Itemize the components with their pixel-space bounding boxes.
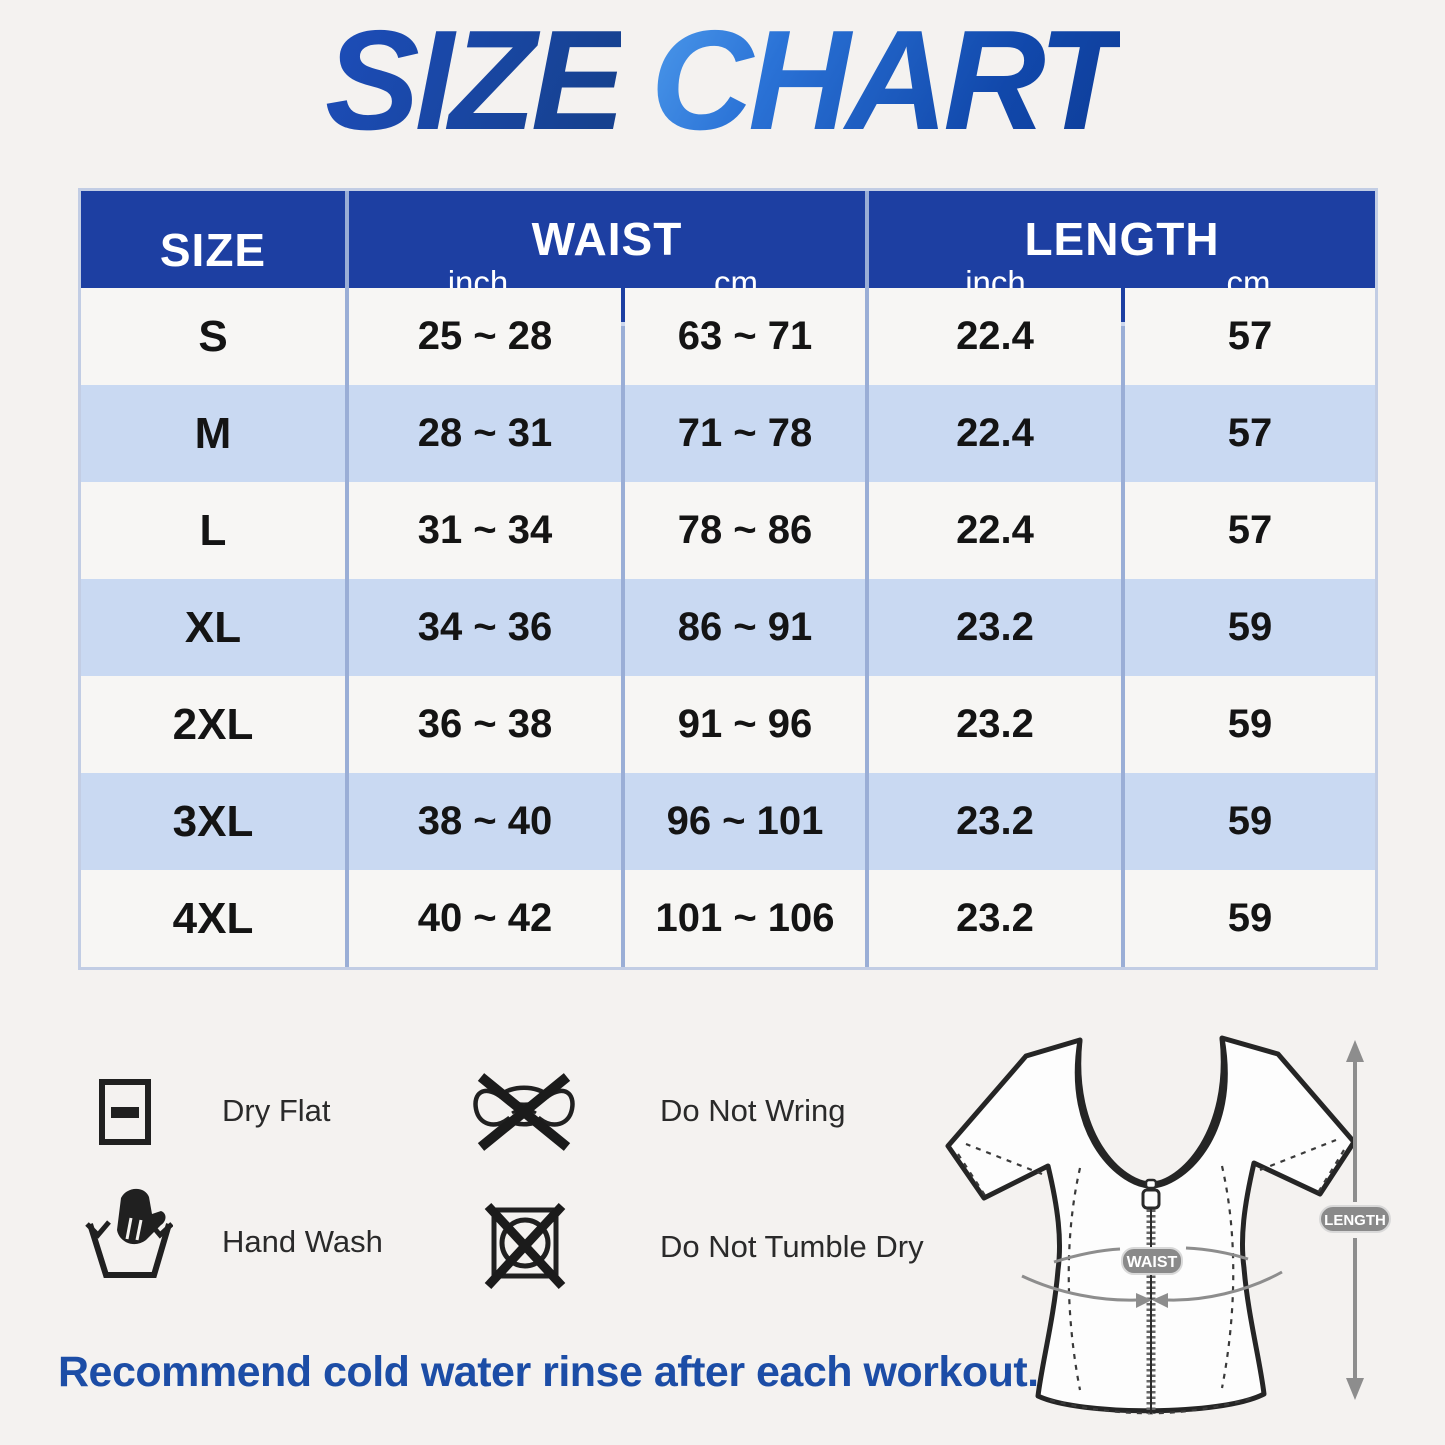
cell-3xl-length_inch: 23.2 bbox=[869, 773, 1121, 870]
col-header-waist-label: WAIST bbox=[531, 212, 683, 265]
cell-3xl-waist_cm: 96 ~ 101 bbox=[625, 773, 865, 870]
col-header-length-label: LENGTH bbox=[1024, 212, 1220, 265]
cell-2xl-length_cm: 59 bbox=[1125, 676, 1375, 773]
cell-2xl-waist_cm: 91 ~ 96 bbox=[625, 676, 865, 773]
cell-l-waist_inch: 31 ~ 34 bbox=[349, 482, 621, 579]
cell-xl-waist_inch: 34 ~ 36 bbox=[349, 579, 621, 676]
cell-4xl-length_inch: 23.2 bbox=[869, 870, 1121, 967]
cell-3xl-size: 3XL bbox=[81, 773, 345, 870]
cell-xl-size: XL bbox=[81, 579, 345, 676]
waist-badge: WAIST bbox=[1121, 1247, 1183, 1275]
hand-wash-label: Hand Wash bbox=[222, 1224, 383, 1259]
cell-m-waist_inch: 28 ~ 31 bbox=[349, 385, 621, 482]
cell-4xl-waist_cm: 101 ~ 106 bbox=[625, 870, 865, 967]
svg-text:LENGTH: LENGTH bbox=[1324, 1212, 1386, 1229]
garment-zipper bbox=[1141, 1178, 1161, 1414]
hand-wash-icon bbox=[85, 1188, 173, 1278]
footer-note: Recommend cold water rinse after each wo… bbox=[58, 1348, 1039, 1396]
do-not-tumble-dry-label: Do Not Tumble Dry bbox=[660, 1229, 924, 1264]
cell-m-size: M bbox=[81, 385, 345, 482]
cell-s-length_inch: 22.4 bbox=[869, 288, 1121, 385]
do-not-wring-icon bbox=[473, 1073, 575, 1151]
do-not-wring-label: Do Not Wring bbox=[660, 1093, 846, 1128]
cell-xl-length_cm: 59 bbox=[1125, 579, 1375, 676]
cell-4xl-size: 4XL bbox=[81, 870, 345, 967]
cell-3xl-waist_inch: 38 ~ 40 bbox=[349, 773, 621, 870]
cell-m-waist_cm: 71 ~ 78 bbox=[625, 385, 865, 482]
cell-l-length_inch: 22.4 bbox=[869, 482, 1121, 579]
garment-measure-diagram: WAIST LENGTH bbox=[945, 1035, 1391, 1415]
cell-xl-waist_cm: 86 ~ 91 bbox=[625, 579, 865, 676]
waist-arrows bbox=[1021, 1246, 1283, 1302]
length-badge: LENGTH bbox=[1319, 1205, 1391, 1233]
cell-s-size: S bbox=[81, 288, 345, 385]
cell-2xl-length_inch: 23.2 bbox=[869, 676, 1121, 773]
cell-s-length_cm: 57 bbox=[1125, 288, 1375, 385]
cell-4xl-waist_inch: 40 ~ 42 bbox=[349, 870, 621, 967]
cell-l-length_cm: 57 bbox=[1125, 482, 1375, 579]
length-arrow bbox=[1346, 1040, 1364, 1400]
cell-xl-length_inch: 23.2 bbox=[869, 579, 1121, 676]
col-header-size-label: SIZE bbox=[159, 223, 267, 276]
cell-l-waist_cm: 78 ~ 86 bbox=[625, 482, 865, 579]
title-word-chart: CHART bbox=[650, 1, 1125, 160]
cell-m-length_cm: 57 bbox=[1125, 385, 1375, 482]
cell-s-waist_inch: 25 ~ 28 bbox=[349, 288, 621, 385]
page-title: SIZE CHART bbox=[0, 6, 1445, 155]
cell-2xl-waist_inch: 36 ~ 38 bbox=[349, 676, 621, 773]
title-word-size: SIZE bbox=[325, 1, 626, 160]
size-table: SIZE WAIST inch cm LENGTH inch cm S 25 ~ … bbox=[78, 188, 1378, 970]
dry-flat-icon bbox=[99, 1079, 151, 1145]
cell-2xl-size: 2XL bbox=[81, 676, 345, 773]
dry-flat-label: Dry Flat bbox=[222, 1093, 331, 1128]
cell-4xl-length_cm: 59 bbox=[1125, 870, 1375, 967]
cell-3xl-length_cm: 59 bbox=[1125, 773, 1375, 870]
waist-arrowheads bbox=[1136, 1293, 1168, 1308]
cell-l-size: L bbox=[81, 482, 345, 579]
do-not-tumble-dry-icon bbox=[484, 1202, 566, 1290]
cell-m-length_inch: 22.4 bbox=[869, 385, 1121, 482]
svg-text:WAIST: WAIST bbox=[1127, 1254, 1178, 1271]
cell-s-waist_cm: 63 ~ 71 bbox=[625, 288, 865, 385]
